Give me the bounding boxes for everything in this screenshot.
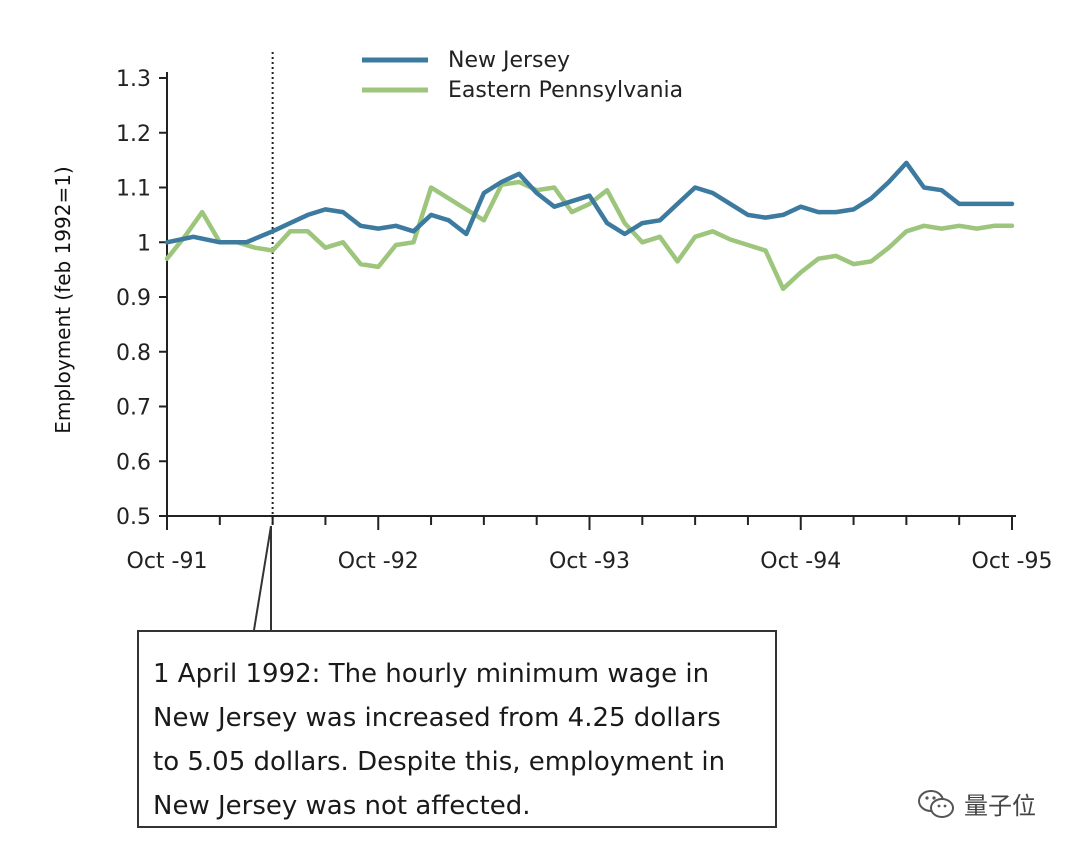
legend-label-eastern-pennsylvania: Eastern Pennsylvania: [448, 78, 683, 103]
x-tick-label: Oct -95: [972, 549, 1053, 574]
x-tick-label: Oct -93: [549, 549, 630, 574]
y-tick-label: 1.3: [116, 67, 151, 92]
watermark: 量子位: [916, 786, 1036, 821]
x-tick-label: Oct -94: [760, 549, 841, 574]
y-tick-label: 1: [137, 231, 151, 256]
y-tick-label: 0.8: [116, 341, 151, 366]
annotation-line: 1 April 1992: The hourly minimum wage in: [153, 659, 710, 689]
annotation-box: 1 April 1992: The hourly minimum wage in…: [137, 630, 777, 828]
wechat-icon: [918, 789, 954, 818]
y-tick-label: 0.9: [116, 286, 151, 311]
x-tick-label: Oct -92: [338, 549, 419, 574]
series-line-new-jersey: [164, 160, 1015, 245]
y-tick-label: 0.7: [116, 396, 151, 421]
y-tick-label: 1.1: [116, 177, 151, 202]
annotation-line: New Jersey was increased from 4.25 dolla…: [153, 703, 721, 733]
y-tick-label: 1.2: [116, 122, 151, 147]
series-line-eastern-pennsylvania: [164, 179, 1015, 292]
legend-label-new-jersey: New Jersey: [448, 48, 570, 73]
annotation-line: to 5.05 dollars. Despite this, employmen…: [153, 747, 726, 777]
y-tick-label: 0.5: [116, 505, 151, 530]
y-tick-label: 0.6: [116, 450, 151, 475]
legend: New Jersey Eastern Pennsylvania: [362, 48, 683, 103]
y-axis-title: Employment (feb 1992=1): [51, 166, 75, 434]
chart-series: [164, 160, 1015, 292]
chart-axes: 0.5 0.6 0.7 0.8 0.9 1 1.1 1.2 1.3 Oct -91 Oct -92 O…: [116, 52, 1052, 574]
annotation-line: New Jersey was not affected.: [153, 791, 531, 821]
watermark-text: 量子位: [964, 792, 1036, 820]
callout-pointer: [253, 525, 272, 631]
x-tick-label: Oct -91: [127, 549, 208, 574]
